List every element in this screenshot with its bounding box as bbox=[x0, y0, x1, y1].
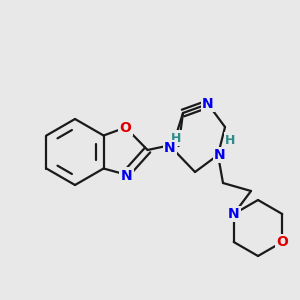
Text: N: N bbox=[214, 148, 226, 162]
Text: H: H bbox=[225, 134, 235, 146]
Text: O: O bbox=[120, 121, 131, 134]
Text: H: H bbox=[170, 131, 181, 145]
Text: N: N bbox=[121, 169, 132, 182]
Text: N: N bbox=[228, 207, 240, 221]
Text: N: N bbox=[164, 141, 176, 155]
Text: N: N bbox=[202, 97, 214, 111]
Text: O: O bbox=[276, 235, 288, 249]
